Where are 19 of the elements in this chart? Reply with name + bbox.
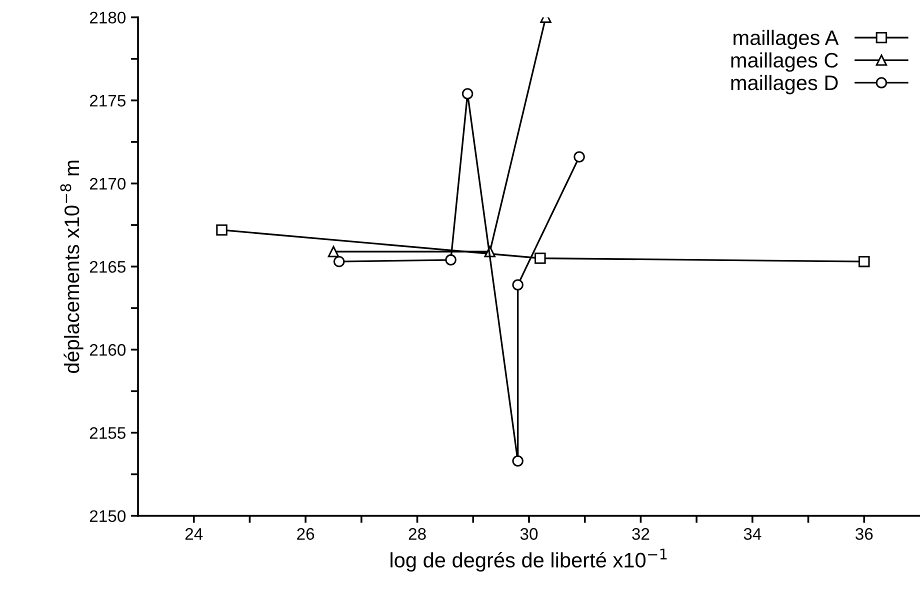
y-tick-label: 2160	[90, 344, 126, 356]
x-axis-title: log de degrés de liberté x10$^{−1}$	[390, 548, 667, 572]
x-tick-label: 32	[632, 528, 650, 540]
y-tick-label: 2180	[90, 12, 126, 24]
x-tick-label: 30	[520, 528, 538, 540]
y-tick-label: 2155	[90, 427, 126, 439]
legend-label: maillages C	[731, 52, 838, 72]
x-tick-label: 34	[744, 528, 762, 540]
legend-label: maillages D	[731, 74, 838, 94]
y-axis-title: déplacements x10$^{−8}$ m	[60, 160, 84, 373]
y-tick-label: 2165	[90, 260, 126, 273]
x-tick-label: 36	[856, 528, 873, 540]
x-tick-label: 26	[297, 528, 314, 540]
y-tick-label: 2175	[90, 94, 126, 107]
legend-label: maillages A	[734, 30, 839, 50]
x-tick-label: 24	[185, 528, 203, 540]
y-tick-label: 2170	[90, 178, 126, 190]
y-tick-label: 2150	[90, 510, 126, 522]
x-tick-label: 28	[408, 528, 426, 540]
